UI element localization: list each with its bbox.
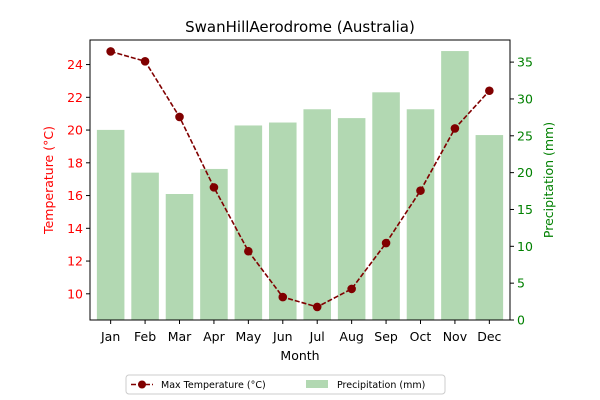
right-tick-label: 10 <box>517 239 533 254</box>
right-axis: 0 5 10 15 20 25 30 35 <box>510 55 533 328</box>
precip-bar-mar <box>165 194 194 320</box>
x-tick-label: Jun <box>272 329 293 344</box>
precip-bar-jan <box>96 129 125 320</box>
x-tick-label: Nov <box>443 329 468 344</box>
x-tick-label: Oct <box>410 329 432 344</box>
x-tick-label: Dec <box>477 329 501 344</box>
x-tick-label: Aug <box>339 329 363 344</box>
temperature-point-jun <box>278 292 288 302</box>
precip-bar-may <box>234 125 263 320</box>
precipitation-bars <box>96 51 504 321</box>
x-tick-label: Jul <box>309 329 325 344</box>
x-tick-label: Jan <box>100 329 120 344</box>
precip-bar-dec <box>475 135 504 320</box>
x-tick-label: Sep <box>374 329 398 344</box>
precip-bar-oct <box>406 109 435 321</box>
plot-frame <box>89 39 511 321</box>
precip-bar-feb <box>131 172 159 320</box>
y-axis-left-label: Temperature (°C) <box>41 126 56 235</box>
x-tick-label: Feb <box>134 329 156 344</box>
x-tick-label: May <box>235 329 261 344</box>
legend-box <box>125 374 446 395</box>
legend-line-marker <box>138 380 146 389</box>
legend: Max Temperature (°C) Precipitation (mm) <box>125 374 446 395</box>
x-tick-label: Mar <box>168 329 192 344</box>
precip-bar-apr <box>200 168 228 320</box>
left-tick-label: 10 <box>67 286 83 301</box>
temperature-point-jan <box>106 47 115 56</box>
right-tick-label: 20 <box>517 165 533 180</box>
precip-bar-jul <box>303 109 331 321</box>
temperature-point-mar <box>175 112 184 122</box>
left-tick-label: 12 <box>67 254 83 269</box>
legend-label-precipitation: Precipitation (mm) <box>337 380 425 391</box>
precip-bar-jun <box>269 122 297 321</box>
right-tick-label: 15 <box>517 202 533 217</box>
x-axis: Jan Feb Mar Apr May Jun Jul Aug Sep Oct Nov Dec <box>100 320 502 344</box>
temperature-point-aug <box>347 284 356 294</box>
left-tick-label: 20 <box>67 123 83 138</box>
temperature-point-apr <box>209 183 219 192</box>
legend-label-temperature: Max Temperature (°C) <box>161 380 266 391</box>
chart-title: SwanHillAerodrome (Australia) <box>185 18 415 36</box>
x-tick-label: Apr <box>203 329 225 344</box>
left-tick-label: 22 <box>67 90 83 105</box>
right-tick-label: 30 <box>517 91 533 106</box>
right-tick-label: 5 <box>517 276 525 291</box>
x-axis-label: Month <box>280 348 319 363</box>
left-axis: 10 12 14 16 18 20 22 24 <box>67 57 90 301</box>
temperature-point-feb <box>140 56 150 66</box>
temperature-point-may <box>244 246 253 256</box>
right-tick-label: 35 <box>517 55 533 70</box>
left-tick-label: 16 <box>67 188 83 203</box>
left-tick-label: 18 <box>67 155 83 170</box>
legend-bar-swatch <box>306 380 328 388</box>
temperature-line-layer <box>106 47 494 312</box>
right-tick-label: 25 <box>517 128 533 143</box>
right-tick-label: 0 <box>517 313 525 328</box>
temperature-point-oct <box>416 186 425 195</box>
temperature-point-jul <box>312 302 322 312</box>
left-tick-label: 14 <box>67 221 83 236</box>
left-tick-label: 24 <box>67 57 83 72</box>
temperature-point-nov <box>450 124 460 133</box>
y-axis-right-label: Precipitation (mm) <box>541 122 556 238</box>
temperature-point-sep <box>381 238 391 248</box>
temperature-point-dec <box>485 86 494 96</box>
precip-bar-nov <box>441 51 469 320</box>
precip-bar-sep <box>372 92 400 320</box>
